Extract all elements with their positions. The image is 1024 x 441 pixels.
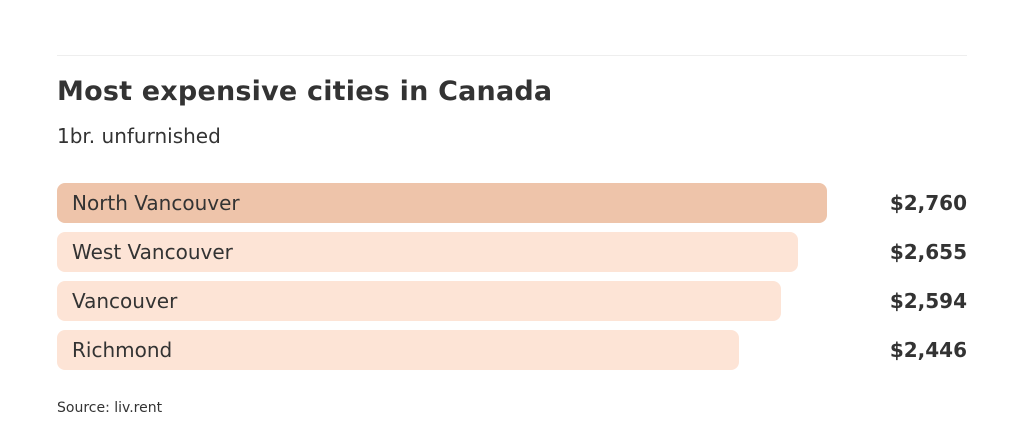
bar-row: Richmond $2,446	[57, 330, 967, 370]
bar-label: Richmond	[72, 338, 173, 362]
bar-row: Vancouver $2,594	[57, 281, 967, 321]
bar	[57, 232, 798, 272]
bar	[57, 330, 739, 370]
chart-title: Most expensive cities in Canada	[57, 76, 553, 107]
bar	[57, 281, 781, 321]
bar-list: North Vancouver $2,760 West Vancouver $2,65…	[57, 183, 967, 379]
source-note: Source: liv.rent	[57, 400, 163, 416]
bar-label: North Vancouver	[72, 191, 240, 215]
bar	[57, 183, 827, 223]
top-divider	[57, 55, 967, 56]
bar-value-label: $2,655	[889, 240, 967, 264]
bar-value-label: $2,446	[889, 338, 967, 362]
bar-value-label: $2,760	[889, 191, 967, 215]
bar-row: North Vancouver $2,760	[57, 183, 967, 223]
bar-row: West Vancouver $2,655	[57, 232, 967, 272]
bar-label: West Vancouver	[72, 240, 233, 264]
bar-value-label: $2,594	[889, 289, 967, 313]
bar-label: Vancouver	[72, 289, 178, 313]
chart-subtitle: 1br. unfurnished	[57, 124, 221, 148]
